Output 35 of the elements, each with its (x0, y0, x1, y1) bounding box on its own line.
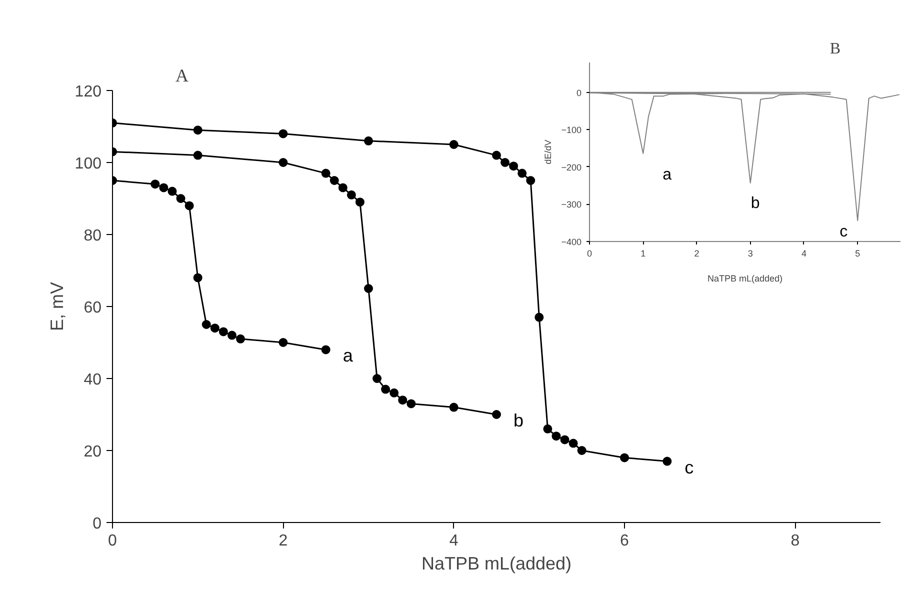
series-label: b (750, 194, 760, 212)
y-tick-label: −200 (561, 162, 582, 172)
x-tick-label: 4 (449, 532, 458, 550)
y-tick-label: 60 (84, 300, 102, 316)
chart-title: B (830, 40, 840, 58)
chart-title: A (176, 66, 188, 86)
y-tick-label: −400 (561, 237, 582, 247)
x-tick-label: 4 (801, 248, 806, 258)
y-axis-title: dE/dV (543, 140, 554, 164)
x-tick-label: 2 (278, 532, 288, 550)
x-tick-label: 6 (620, 532, 630, 550)
x-tick-label: 2 (694, 248, 700, 258)
y-tick-label: 0 (92, 516, 102, 532)
y-tick-label: 80 (84, 228, 102, 244)
y-tick-label: −100 (561, 125, 582, 136)
x-tick-label: 1 (640, 248, 646, 258)
x-tick-label: 8 (790, 532, 800, 550)
y-tick-label: 120 (74, 84, 102, 100)
y-tick-label: 20 (84, 444, 102, 460)
x-tick-label: 3 (748, 248, 753, 258)
y-tick-label: 40 (84, 372, 102, 388)
series-label: c (840, 224, 848, 241)
x-tick-label: 0 (108, 532, 118, 550)
x-axis-title: NaTPB mL(added) (707, 274, 783, 284)
series-label: a (662, 166, 672, 184)
x-axis-title: NaTPB mL(added) (421, 554, 572, 574)
x-tick-label: 0 (586, 248, 592, 258)
x-tick-label: 5 (855, 248, 860, 258)
series-label: c (684, 457, 694, 478)
series-label: a (342, 346, 354, 366)
y-tick-label: 0 (576, 88, 582, 98)
y-tick-label: −300 (561, 200, 582, 210)
y-axis-title: E, mV (46, 282, 67, 332)
series-label: b (513, 410, 524, 430)
y-tick-label: 100 (74, 156, 102, 172)
